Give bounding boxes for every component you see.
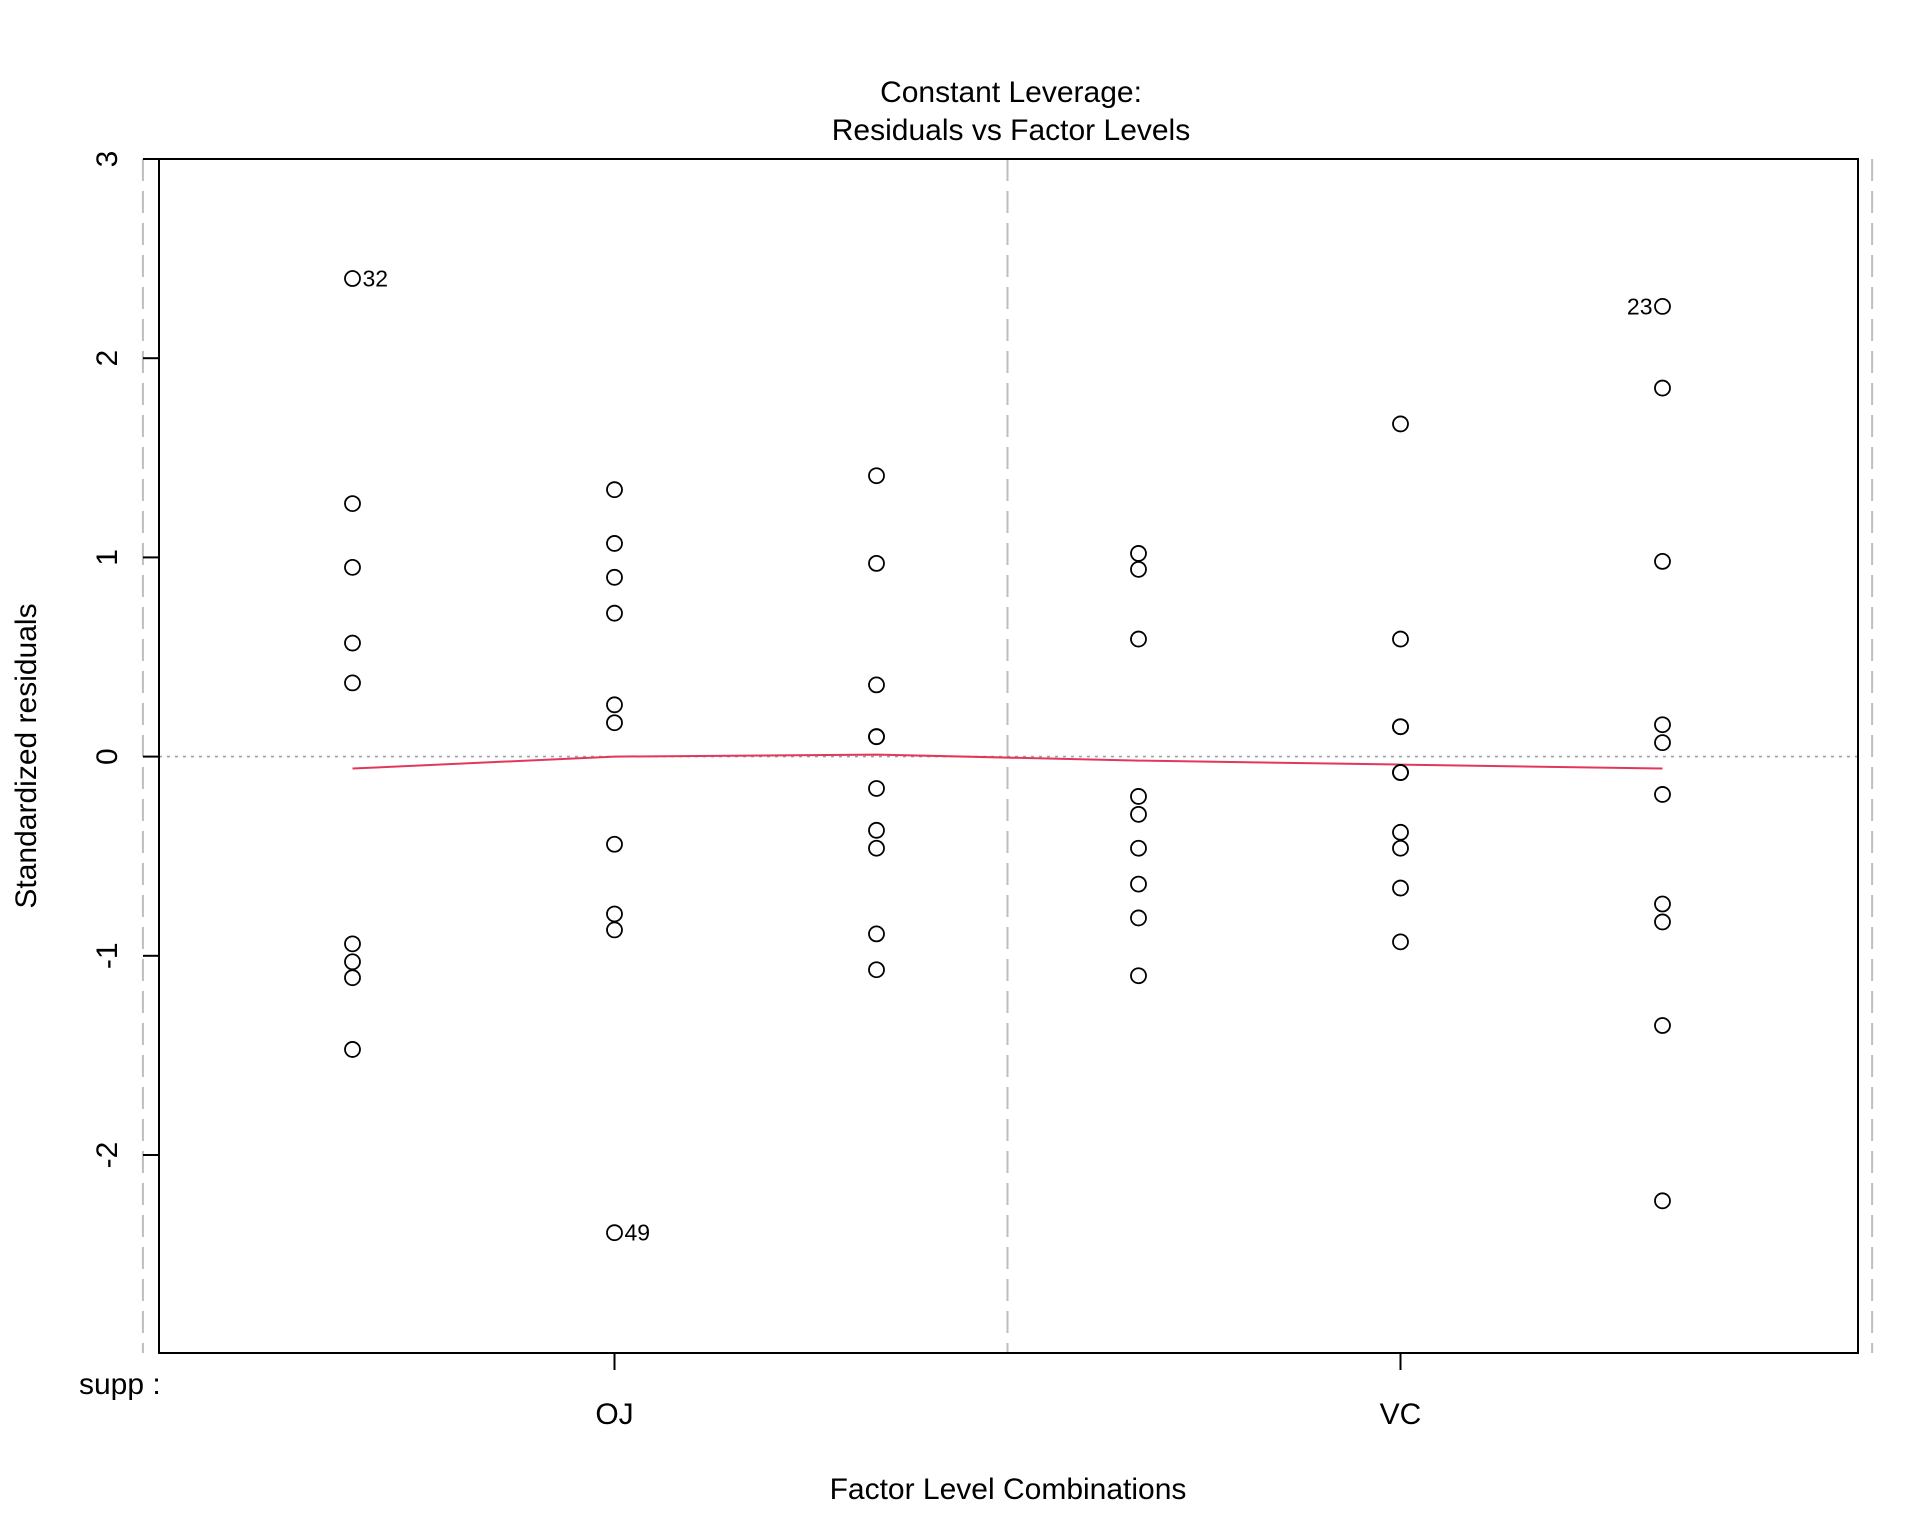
point-g3-3 — [868, 676, 885, 694]
y-axis-label: Standardized residuals — [10, 603, 43, 908]
y-tick-label-1: 1 — [91, 549, 124, 566]
point-g6-3 — [1654, 552, 1671, 570]
point-g1-7 — [344, 953, 361, 971]
point-g3-6 — [868, 780, 885, 797]
point-g3-1 — [868, 467, 885, 485]
smooth-line — [352, 753, 1663, 770]
point-g4-1 — [1130, 545, 1147, 562]
point-g4-5 — [1130, 805, 1147, 823]
point-g4-2 — [1130, 560, 1147, 578]
point-g3-8 — [868, 839, 885, 857]
point-g6-9 — [1654, 1017, 1671, 1034]
point-g3-10 — [868, 961, 885, 979]
point-g3-5 — [868, 728, 885, 746]
factor-label: supp : — [79, 1368, 161, 1401]
point-label-32: 32 — [363, 266, 389, 292]
point-g3-2 — [868, 554, 885, 572]
y-axis: -2 -1 0 1 2 3 — [91, 151, 159, 1169]
point-labels: 32 49 23 — [363, 266, 1653, 1246]
point-g2-4 — [606, 604, 623, 622]
point-g5-2 — [1392, 630, 1409, 648]
point-g1-4 — [344, 634, 361, 652]
y-tick-label-2: 2 — [91, 350, 124, 367]
point-g1-6 — [344, 935, 361, 953]
point-g6-4 — [1654, 716, 1671, 734]
point-label-49: 49 — [625, 1220, 651, 1246]
point-g5-7 — [1392, 823, 1409, 841]
point-label-23: 23 — [1627, 293, 1653, 319]
point-g5-1 — [1392, 415, 1409, 433]
point-g5-8 — [1392, 839, 1409, 857]
point-g4-8 — [1130, 909, 1147, 927]
x-tick-label-OJ: OJ — [595, 1398, 633, 1431]
residual-points — [344, 270, 1671, 1242]
point-g5-10 — [1392, 933, 1409, 951]
point-g5-6 — [1392, 764, 1409, 781]
point-g6-8 — [1654, 913, 1671, 931]
point-g2-6 — [606, 714, 623, 732]
point-g3-7 — [868, 821, 885, 839]
point-g1-3 — [344, 558, 361, 576]
point-g2-3 — [606, 568, 623, 586]
point-g6-1 — [1654, 298, 1671, 315]
point-g2-10 — [606, 1224, 623, 1242]
point-g6-7 — [1654, 895, 1671, 913]
point-g6-2 — [1654, 379, 1671, 397]
point-g5-4 — [1392, 718, 1409, 736]
point-g1-8 — [344, 969, 361, 987]
point-g4-6 — [1130, 839, 1147, 857]
point-g4-7 — [1130, 875, 1147, 893]
chart-subtitle: Residuals vs Factor Levels — [832, 114, 1190, 147]
y-tick-label-0: 0 — [91, 748, 124, 765]
point-g6-5 — [1654, 734, 1671, 752]
point-g4-3 — [1130, 630, 1147, 648]
point-g1-1 — [344, 270, 361, 287]
point-g3-9 — [868, 925, 885, 943]
point-g2-5 — [606, 696, 623, 714]
y-tick-label--2: -2 — [91, 1142, 124, 1169]
point-g2-1 — [606, 481, 623, 499]
point-g2-8 — [606, 905, 623, 923]
point-g1-9 — [344, 1041, 361, 1058]
point-g5-9 — [1392, 879, 1409, 897]
y-tick-label-3: 3 — [91, 151, 124, 168]
x-tick-label-VC: VC — [1380, 1398, 1422, 1431]
point-g6-10 — [1654, 1192, 1671, 1210]
x-axis-label: Factor Level Combinations — [830, 1473, 1187, 1506]
point-g6-6 — [1654, 786, 1671, 803]
point-g1-2 — [344, 495, 361, 513]
point-g4-9 — [1130, 967, 1147, 985]
y-tick-label--1: -1 — [91, 942, 124, 969]
point-g2-7 — [606, 835, 623, 853]
point-g2-2 — [606, 535, 623, 552]
chart-title: Constant Leverage: — [880, 76, 1142, 109]
point-g2-9 — [606, 921, 623, 939]
x-axis: OJ VC — [595, 1353, 1421, 1431]
point-g4-4 — [1130, 788, 1147, 805]
point-g1-5 — [344, 674, 361, 692]
